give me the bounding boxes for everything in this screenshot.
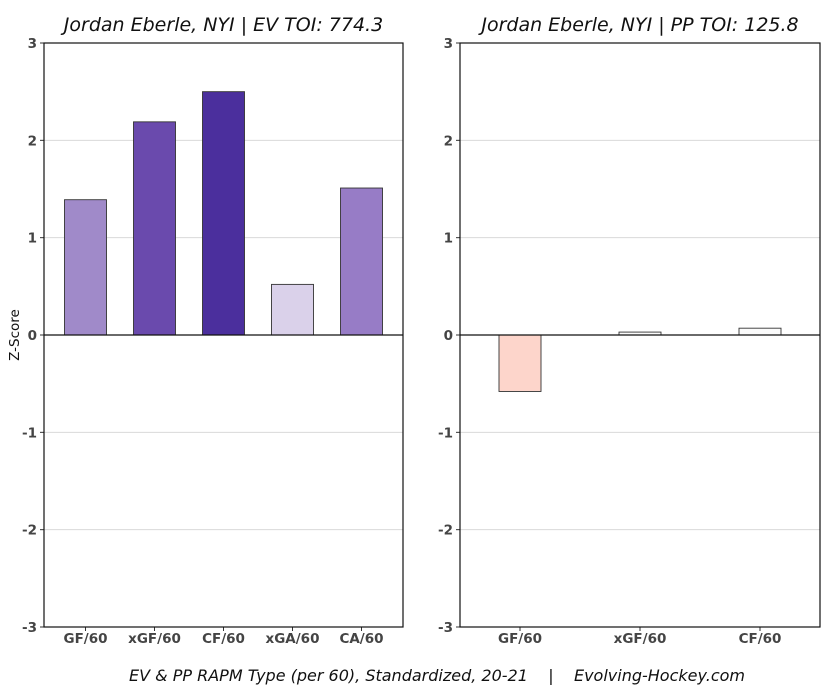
bar-cf-60: [738, 327, 782, 336]
y-tick-label: 0: [28, 328, 37, 344]
bar-xgf-60: [133, 121, 176, 336]
x-tick-label: CF/60: [739, 631, 782, 647]
y-tick-label: -1: [438, 425, 453, 441]
y-tick-label: 1: [444, 231, 453, 247]
y-tick-label: -2: [438, 523, 453, 539]
chart-title: Jordan Eberle, NYI | EV TOI: 774.3: [60, 14, 383, 36]
y-tick-label: 3: [444, 36, 453, 52]
chart-title: Jordan Eberle, NYI | PP TOI: 125.8: [477, 14, 798, 36]
x-tick-label: GF/60: [63, 631, 107, 647]
ev-chart-panel: GF/60 xGF/60 CF/60 xGA/60 CA/60 -3 -2 -1 0 1 2 3 Jor…: [7, 14, 404, 647]
x-tick-label: xGA/60: [266, 631, 320, 647]
y-tick-label: 2: [444, 133, 453, 149]
y-tick-label: 0: [444, 328, 453, 344]
plot-frame: [459, 42, 821, 628]
y-tick-label: -3: [22, 620, 37, 636]
bar-cf-60: [202, 91, 245, 336]
x-tick-label: GF/60: [498, 631, 542, 647]
bar-gf-60: [64, 199, 107, 336]
y-tick-label: -2: [22, 523, 37, 539]
y-tick-label: 3: [28, 36, 37, 52]
x-tick-label: xGF/60: [128, 631, 181, 647]
bar-xga-60: [271, 283, 314, 336]
y-tick-label: -3: [438, 620, 453, 636]
x-tick-label: xGF/60: [614, 631, 667, 647]
plot-frame: [43, 42, 404, 628]
y-axis-label: Z-Score: [7, 309, 23, 361]
y-tick-label: -1: [22, 425, 37, 441]
bar-ca-60: [340, 187, 383, 336]
bar-gf-60: [498, 334, 542, 392]
figure-caption: EV & PP RAPM Type (per 60), Standardized…: [129, 666, 745, 685]
y-tick-label: 2: [28, 133, 37, 149]
pp-chart-panel: GF/60 xGF/60 CF/60 -3 -2 -1 0 1 2 3 Jordan Eberle,…: [438, 14, 821, 647]
x-tick-label: CA/60: [339, 631, 383, 647]
x-tick-label: CF/60: [202, 631, 245, 647]
y-tick-label: 1: [28, 231, 37, 247]
